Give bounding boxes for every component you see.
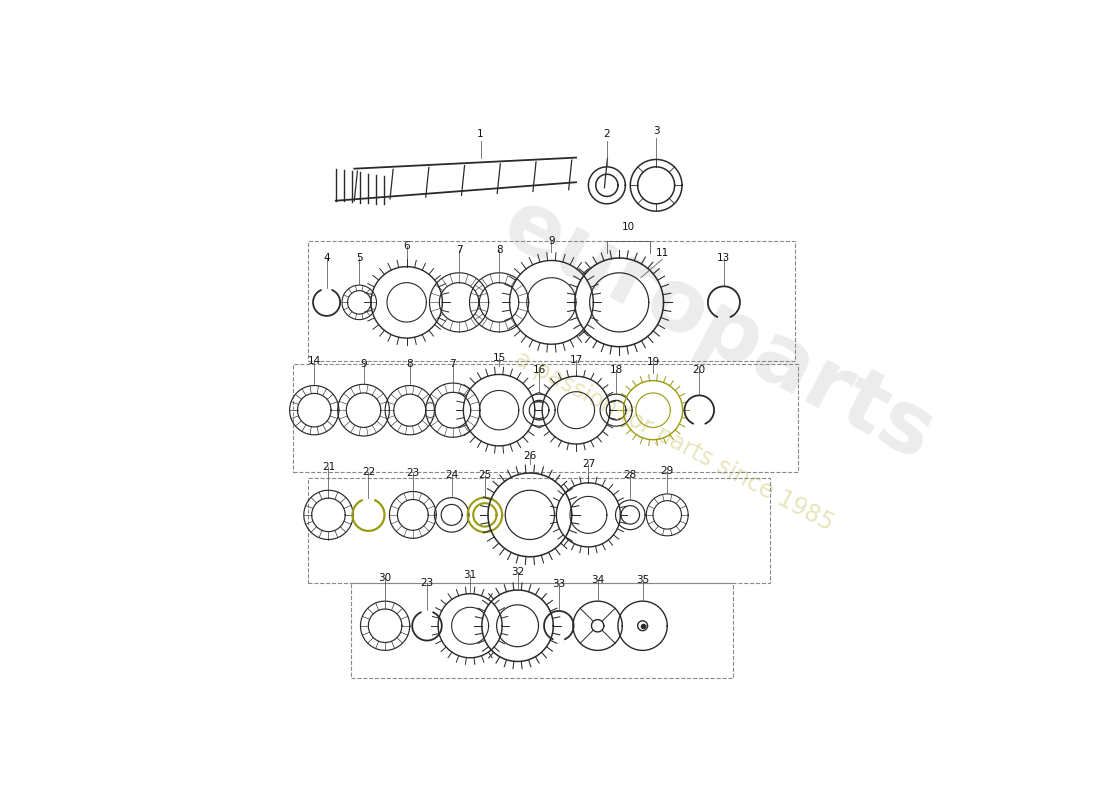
Text: 6: 6 (404, 241, 410, 250)
Text: 35: 35 (636, 574, 649, 585)
Text: 34: 34 (591, 574, 604, 585)
Text: 22: 22 (362, 466, 375, 477)
Text: 2: 2 (604, 129, 611, 139)
Text: 10: 10 (621, 222, 635, 231)
Text: 7: 7 (450, 359, 456, 369)
Text: 8: 8 (496, 245, 503, 255)
Bar (308, 241, 794, 361)
Text: 18: 18 (609, 365, 623, 375)
Text: 23: 23 (420, 578, 433, 588)
Text: a passion for parts since 1985: a passion for parts since 1985 (512, 346, 838, 535)
Bar (293, 364, 798, 472)
Text: 23: 23 (406, 468, 419, 478)
Text: 30: 30 (378, 573, 392, 582)
Text: 32: 32 (510, 566, 525, 577)
Bar (308, 478, 770, 582)
Text: europarts: europarts (488, 182, 947, 478)
Text: 25: 25 (478, 470, 492, 480)
Text: 24: 24 (446, 470, 459, 480)
Text: 8: 8 (406, 359, 414, 369)
Text: 19: 19 (647, 357, 660, 367)
Text: 16: 16 (532, 365, 546, 375)
Text: 9: 9 (548, 236, 554, 246)
Text: 27: 27 (582, 459, 595, 470)
Text: 13: 13 (717, 253, 730, 263)
Text: 1: 1 (477, 129, 484, 139)
Text: 14: 14 (308, 356, 321, 366)
Text: 29: 29 (661, 466, 674, 475)
Text: 9: 9 (360, 359, 367, 369)
Text: 26: 26 (524, 451, 537, 462)
Text: 4: 4 (323, 253, 330, 263)
Text: 31: 31 (463, 570, 476, 580)
Text: 28: 28 (624, 470, 637, 480)
Text: 3: 3 (652, 126, 660, 136)
Text: 17: 17 (570, 354, 583, 365)
Text: 15: 15 (493, 353, 506, 363)
Bar (351, 582, 733, 678)
Text: 7: 7 (455, 245, 462, 255)
Text: 21: 21 (322, 462, 335, 472)
Text: 11: 11 (656, 248, 669, 258)
Text: 20: 20 (693, 365, 706, 375)
Text: 33: 33 (552, 579, 565, 589)
Text: 5: 5 (356, 253, 363, 263)
